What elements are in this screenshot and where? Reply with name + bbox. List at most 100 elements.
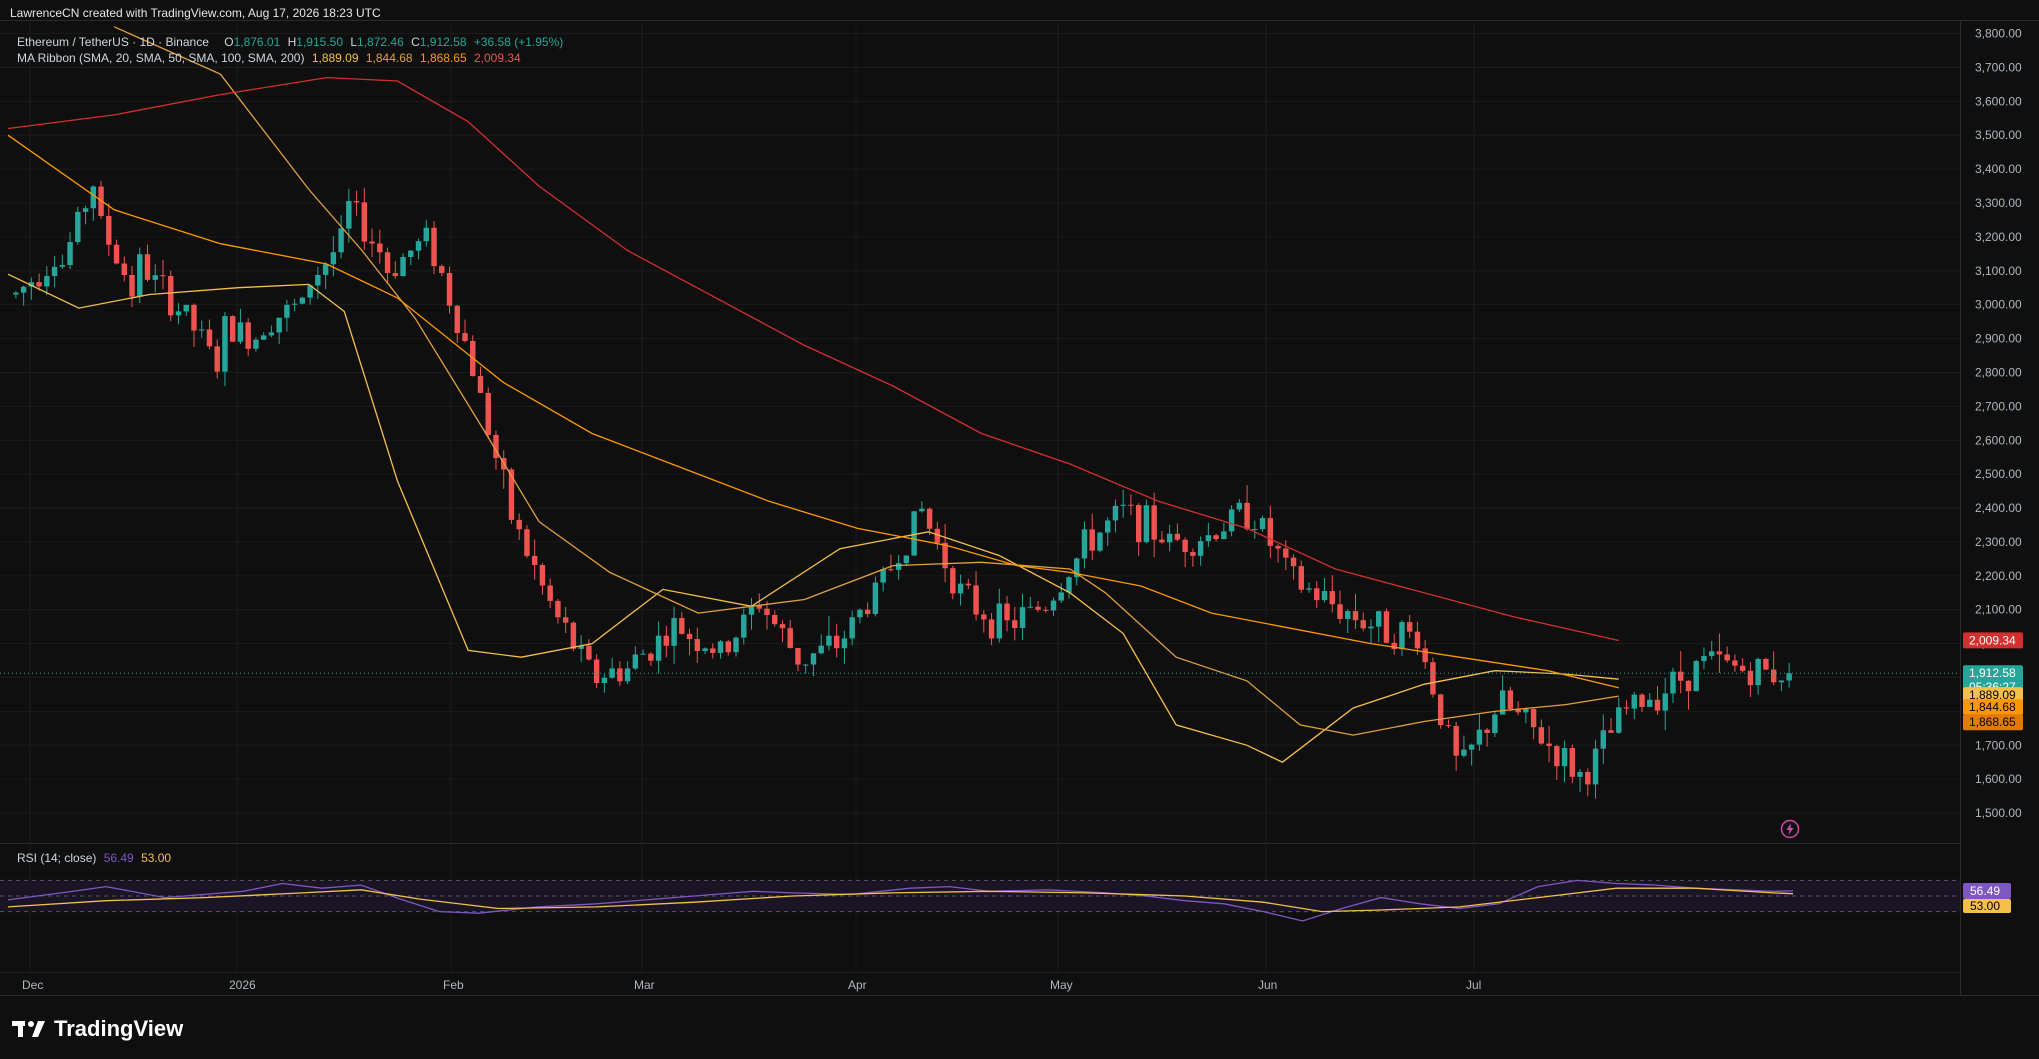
symbol-line: Ethereum / TetherUS · 1D · Binance	[17, 35, 209, 49]
candle-body	[833, 635, 840, 649]
candle-body	[1747, 670, 1754, 686]
candle-body	[1345, 611, 1351, 619]
candle-body	[1267, 518, 1274, 546]
candle-body	[1693, 661, 1699, 692]
candle-body	[516, 519, 522, 530]
candle-body	[229, 316, 236, 342]
candle-body	[1608, 730, 1614, 733]
candle-body	[477, 376, 484, 393]
candle-body	[903, 555, 910, 564]
candle-body	[710, 648, 716, 653]
candle-body	[28, 282, 35, 287]
y-tick-label: 2,100.00	[1975, 603, 2022, 617]
candle-body	[1732, 660, 1738, 666]
ma-ribbon-header[interactable]: MA Ribbon (SMA, 20, SMA, 50, SMA, 100, S…	[17, 51, 521, 65]
candle-body	[222, 316, 228, 372]
candle-body	[291, 303, 298, 305]
candle-body	[895, 563, 902, 570]
rsi-line	[7, 879, 1794, 922]
candle-body	[1554, 746, 1560, 767]
candle-body	[1197, 541, 1204, 556]
candle-body	[686, 633, 693, 640]
candle-body	[1290, 557, 1297, 567]
candle-body	[1228, 509, 1235, 532]
candle-body	[934, 528, 941, 543]
candle-body	[926, 508, 933, 529]
y-tick-label: 3,100.00	[1975, 264, 2022, 278]
candle-body	[415, 241, 422, 251]
candle-body	[981, 614, 987, 620]
bottom-border	[0, 995, 2039, 996]
y-tick-label: 3,300.00	[1975, 196, 2022, 210]
candle-body	[284, 304, 290, 318]
rsi-value: 56.49	[103, 851, 134, 865]
tradingview-icon	[12, 1021, 45, 1037]
y-tick-label: 3,600.00	[1975, 94, 2022, 108]
candle-body	[1600, 730, 1606, 749]
candle-body	[307, 285, 313, 298]
candle-body	[1592, 748, 1599, 785]
candle-body	[965, 583, 972, 586]
y-tick-label: 1,600.00	[1975, 772, 2022, 786]
y-tick-label: 1,700.00	[1975, 738, 2022, 752]
lightning-icon[interactable]	[1780, 819, 1800, 839]
candle-body	[1662, 693, 1668, 711]
candle-body	[268, 332, 275, 336]
candle-body	[353, 200, 360, 203]
ma-value-200: 2,009.34	[474, 51, 521, 65]
y-tick-label: 3,700.00	[1975, 60, 2022, 74]
candle-body	[1104, 520, 1111, 533]
candle-body	[1376, 611, 1382, 627]
ohlc-change: +36.58 (+1.95%)	[473, 35, 564, 49]
candle-body	[199, 329, 205, 331]
candle-body	[663, 635, 670, 646]
candle-body	[1360, 620, 1366, 629]
candle-body	[772, 614, 778, 625]
sma-line-sma200	[7, 76, 1619, 642]
time-axis-line	[0, 972, 1960, 973]
candle-body	[942, 542, 948, 569]
candle-body	[756, 605, 762, 609]
candle-body	[733, 637, 739, 653]
candle-body	[183, 304, 189, 312]
candle-body	[1492, 714, 1498, 733]
rsi-header[interactable]: RSI (14; close) 56.49 53.00	[17, 851, 171, 865]
candle-body	[1019, 607, 1026, 629]
top-border	[0, 20, 2039, 21]
candle-body	[1259, 518, 1266, 530]
y-tick-label: 2,700.00	[1975, 399, 2022, 413]
candle-body	[1058, 592, 1064, 601]
sma-line-sma100	[7, 134, 1619, 689]
candle-body	[1530, 708, 1537, 728]
candle-body	[1166, 533, 1173, 543]
candle-body	[857, 609, 863, 618]
symbol-header[interactable]: Ethereum / TetherUS · 1D · Binance O1,87…	[17, 35, 563, 49]
candle-body	[1283, 548, 1289, 558]
candle-body	[593, 659, 600, 683]
candle-body	[787, 628, 793, 648]
candle-body	[601, 677, 608, 683]
candle-body	[810, 653, 817, 665]
candle-body	[1414, 631, 1421, 649]
candle-body	[237, 322, 244, 342]
candle-body	[988, 619, 995, 639]
candle-body	[1430, 662, 1436, 695]
candle-body	[1406, 622, 1413, 632]
x-tick-label: 2026	[229, 978, 256, 992]
candle-body	[384, 252, 391, 274]
candle-body	[555, 600, 561, 618]
candle-body	[1043, 609, 1049, 611]
candle-body	[1391, 642, 1397, 650]
x-tick-label: May	[1050, 978, 1073, 992]
candle-body	[1468, 744, 1475, 750]
rsi-label: RSI (14; close)	[17, 851, 97, 865]
candle-body	[361, 202, 368, 242]
candle-body	[1306, 588, 1312, 590]
sma50-axis-label-bg	[1963, 714, 2023, 731]
candle-body	[160, 275, 166, 277]
candle-body	[849, 617, 855, 639]
candle-body	[106, 215, 112, 245]
candle-body	[1314, 588, 1320, 601]
candle-body	[973, 585, 979, 615]
